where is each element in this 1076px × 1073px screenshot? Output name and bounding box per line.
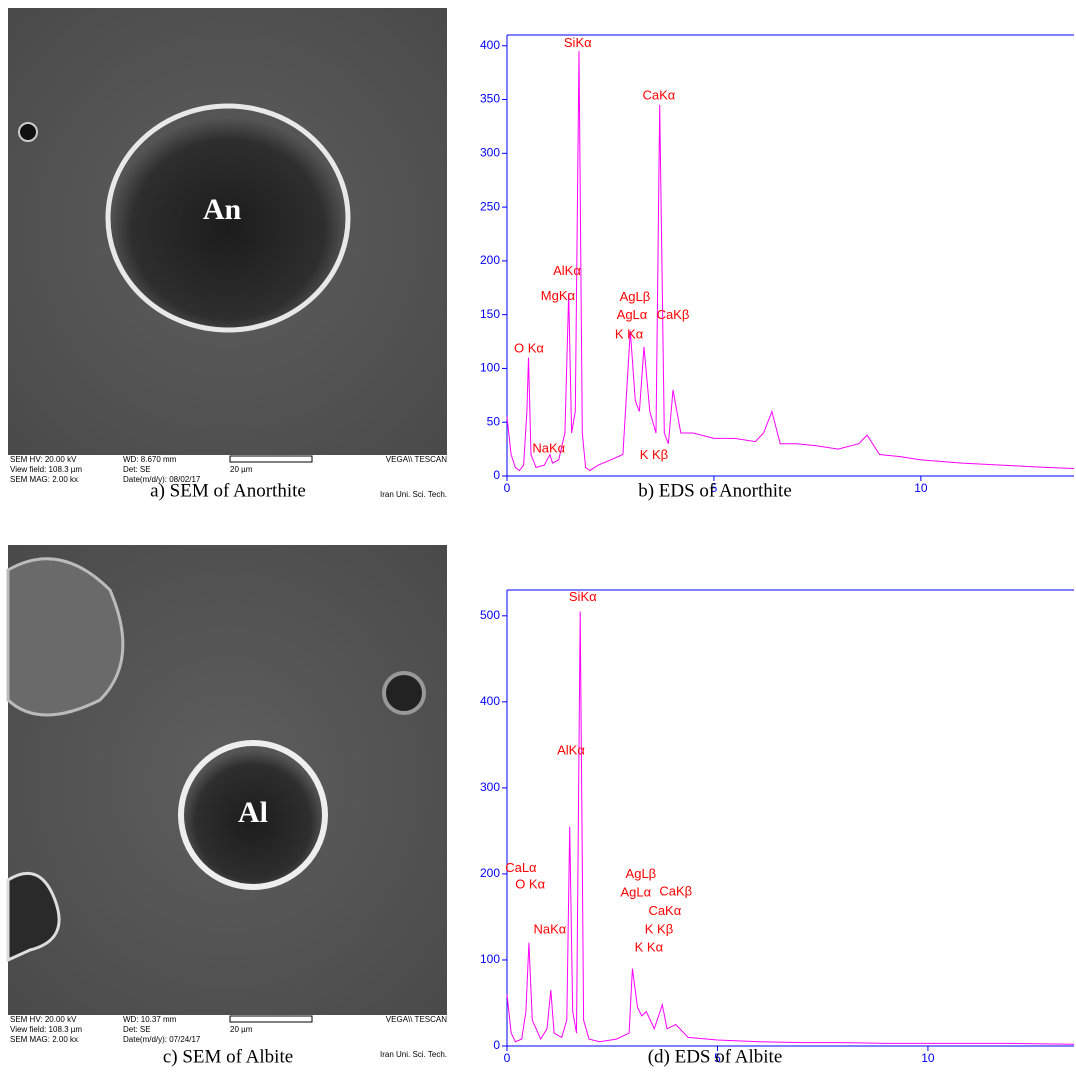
peak-label: CaKα — [642, 88, 675, 103]
y-tick-label: 500 — [480, 608, 500, 622]
y-tick-label: 0 — [493, 468, 500, 482]
sem-wd: WD: 8.670 mm — [123, 455, 177, 464]
x-tick-label: 5 — [714, 1051, 721, 1065]
y-tick-label: 300 — [480, 780, 500, 794]
peak-label: SiKα — [569, 589, 597, 604]
peak-label: K Kα — [615, 327, 644, 342]
caption: a) SEM of Anorthite — [150, 480, 306, 501]
x-tick-label: 0 — [504, 1051, 511, 1065]
sample-label: Al — [238, 796, 268, 829]
sem-view-field: View field: 108.3 µm — [10, 1025, 82, 1034]
scale-label: 20 µm — [230, 465, 253, 474]
x-tick-label: 10 — [914, 481, 928, 495]
y-tick-label: 50 — [487, 414, 501, 428]
y-tick-label: 100 — [480, 952, 500, 966]
x-tick-label: 10 — [921, 1051, 935, 1065]
peak-label: K Kα — [635, 939, 664, 954]
caption: (d) EDS of Albite — [648, 1046, 783, 1067]
scale-bar — [229, 1015, 313, 1023]
x-tick-label: 5 — [711, 481, 718, 495]
sem-mag: SEM MAG: 2.00 kx — [10, 1035, 78, 1044]
sem-mag: SEM MAG: 2.00 kx — [10, 475, 78, 484]
y-tick-label: 400 — [480, 694, 500, 708]
caption: b) EDS of Anorthite — [638, 480, 792, 501]
x-tick-label: 0 — [504, 481, 511, 495]
peak-label: NaKα — [534, 921, 567, 936]
y-tick-label: 400 — [480, 38, 500, 52]
peak-label: SiKα — [564, 35, 592, 50]
peak-label: NaKα — [532, 441, 565, 456]
peak-label: CaKβ — [657, 307, 690, 322]
peak-label: CaKα — [648, 903, 681, 918]
peak-label: AlKα — [557, 742, 585, 757]
peak-label: AgLα — [617, 307, 648, 322]
sem-view-field: View field: 108.3 µm — [10, 465, 82, 474]
caption: c) SEM of Albite — [163, 1046, 293, 1067]
sem-det: Det: SE — [123, 1025, 151, 1034]
sem-institute: Iran Uni. Sci. Tech. — [380, 1050, 447, 1059]
peak-label: AgLβ — [620, 289, 651, 304]
peak-label: K Kβ — [640, 447, 668, 462]
scale-label: 20 µm — [230, 1025, 253, 1034]
sem-brand: VEGA\\ TESCAN — [386, 455, 447, 464]
y-tick-label: 100 — [480, 361, 500, 375]
sem-image-c — [6, 545, 447, 1045]
peak-label: AgLα — [620, 884, 651, 899]
spectrum — [506, 611, 1075, 1045]
sem-hv: SEM HV: 20.00 kV — [10, 1015, 77, 1024]
sample-label: An — [203, 193, 242, 226]
y-tick-label: 250 — [480, 199, 500, 213]
peak-label: O Kα — [514, 341, 544, 356]
peak-label: AgLβ — [626, 866, 657, 881]
sem-brand: VEGA\\ TESCAN — [386, 1015, 447, 1024]
y-tick-label: 150 — [480, 307, 500, 321]
sem-institute: Iran Uni. Sci. Tech. — [380, 490, 447, 499]
peak-label: O Kα — [515, 877, 545, 892]
y-tick-label: 350 — [480, 92, 500, 106]
sem-image-a — [8, 8, 447, 485]
sem-det: Det: SE — [123, 465, 151, 474]
y-tick-label: 200 — [480, 866, 500, 880]
peak-label: CaKβ — [659, 883, 692, 898]
y-tick-label: 300 — [480, 145, 500, 159]
peak-label: K Kβ — [645, 921, 673, 936]
peak-label: CaLα — [505, 860, 537, 875]
scale-bar — [229, 455, 313, 463]
peak-label: MgKα — [541, 288, 576, 303]
y-tick-label: 0 — [493, 1038, 500, 1052]
sem-hv: SEM HV: 20.00 kV — [10, 455, 77, 464]
sem-date: Date(m/d/y): 08/02/17 — [123, 475, 201, 484]
y-tick-label: 200 — [480, 253, 500, 267]
sem-wd: WD: 10.37 mm — [123, 1015, 177, 1024]
spectrum — [506, 51, 1075, 472]
sem-date: Date(m/d/y): 07/24/17 — [123, 1035, 201, 1044]
peak-label: AlKα — [553, 263, 581, 278]
